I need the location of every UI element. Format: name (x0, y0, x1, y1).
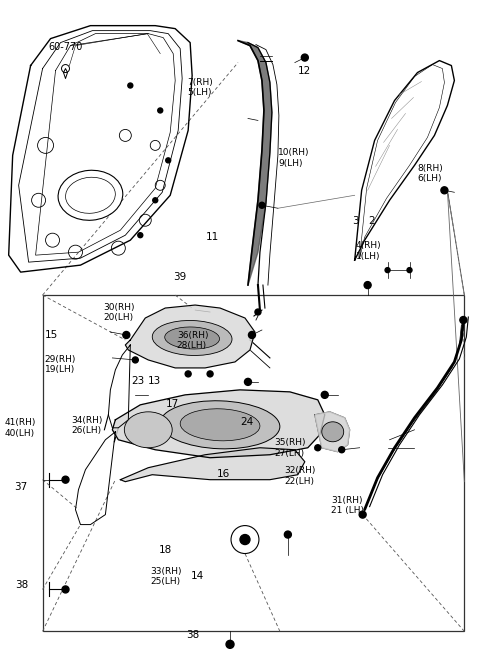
Circle shape (321, 392, 328, 398)
Circle shape (138, 233, 143, 238)
Text: 13: 13 (148, 376, 161, 386)
Circle shape (153, 198, 158, 203)
Ellipse shape (165, 327, 219, 349)
Circle shape (240, 535, 250, 545)
Text: 8(RH)
6(LH): 8(RH) 6(LH) (417, 164, 443, 183)
Text: 12: 12 (298, 66, 311, 76)
Text: 36(RH)
28(LH): 36(RH) 28(LH) (177, 330, 208, 350)
Text: 30(RH)
20(LH): 30(RH) 20(LH) (104, 303, 135, 323)
Circle shape (207, 371, 213, 377)
Circle shape (359, 511, 366, 518)
Ellipse shape (152, 321, 232, 355)
Ellipse shape (322, 422, 344, 442)
Circle shape (249, 332, 255, 338)
Circle shape (62, 586, 69, 593)
Circle shape (460, 317, 467, 323)
Polygon shape (112, 390, 325, 458)
Circle shape (315, 445, 321, 451)
Text: 17: 17 (166, 399, 179, 409)
Circle shape (407, 267, 412, 273)
Circle shape (385, 267, 390, 273)
Text: 33(RH)
25(LH): 33(RH) 25(LH) (150, 566, 181, 586)
Text: 29(RH)
19(LH): 29(RH) 19(LH) (45, 355, 76, 374)
Circle shape (441, 187, 448, 194)
Circle shape (185, 371, 191, 377)
Circle shape (61, 64, 70, 72)
Text: 24: 24 (240, 417, 253, 426)
Text: 34(RH)
26(LH): 34(RH) 26(LH) (72, 416, 103, 435)
Circle shape (128, 83, 133, 88)
Circle shape (339, 447, 345, 453)
Text: 15: 15 (45, 330, 58, 340)
Text: 37: 37 (14, 482, 27, 492)
Circle shape (132, 357, 138, 363)
Text: 31(RH)
21 (LH): 31(RH) 21 (LH) (331, 496, 364, 515)
Text: 16: 16 (217, 469, 230, 479)
Text: 41(RH)
40(LH): 41(RH) 40(LH) (4, 419, 36, 438)
Text: 39: 39 (173, 273, 186, 283)
Ellipse shape (58, 170, 123, 220)
Text: 38: 38 (186, 630, 200, 641)
Text: 32(RH)
22(LH): 32(RH) 22(LH) (284, 466, 315, 486)
Text: 23: 23 (131, 376, 144, 386)
Text: 18: 18 (158, 545, 172, 555)
Ellipse shape (66, 177, 115, 214)
Circle shape (226, 641, 234, 648)
Polygon shape (120, 448, 305, 482)
Ellipse shape (180, 409, 260, 441)
Circle shape (244, 378, 252, 386)
Text: 4(RH)
1(LH): 4(RH) 1(LH) (356, 241, 382, 261)
Text: 2: 2 (368, 216, 375, 226)
Polygon shape (125, 305, 255, 368)
Circle shape (123, 332, 130, 338)
Text: 35(RH)
27(LH): 35(RH) 27(LH) (275, 438, 306, 457)
Circle shape (364, 282, 371, 288)
Circle shape (259, 202, 265, 208)
Circle shape (158, 108, 163, 113)
Ellipse shape (124, 412, 172, 448)
Text: 14: 14 (191, 572, 204, 581)
Ellipse shape (160, 401, 280, 449)
Circle shape (166, 158, 171, 163)
Text: 60-770: 60-770 (48, 41, 83, 52)
Circle shape (255, 309, 261, 315)
Circle shape (62, 476, 69, 483)
Text: 10(RH)
9(LH): 10(RH) 9(LH) (278, 148, 310, 168)
Text: 11: 11 (205, 232, 219, 242)
Polygon shape (238, 41, 272, 285)
Text: 7(RH)
5(LH): 7(RH) 5(LH) (187, 78, 213, 97)
Bar (43, 295, 464, 631)
Circle shape (284, 531, 291, 538)
Text: 3: 3 (352, 216, 359, 226)
Text: 38: 38 (15, 581, 28, 591)
Circle shape (301, 54, 308, 61)
Polygon shape (315, 412, 350, 452)
